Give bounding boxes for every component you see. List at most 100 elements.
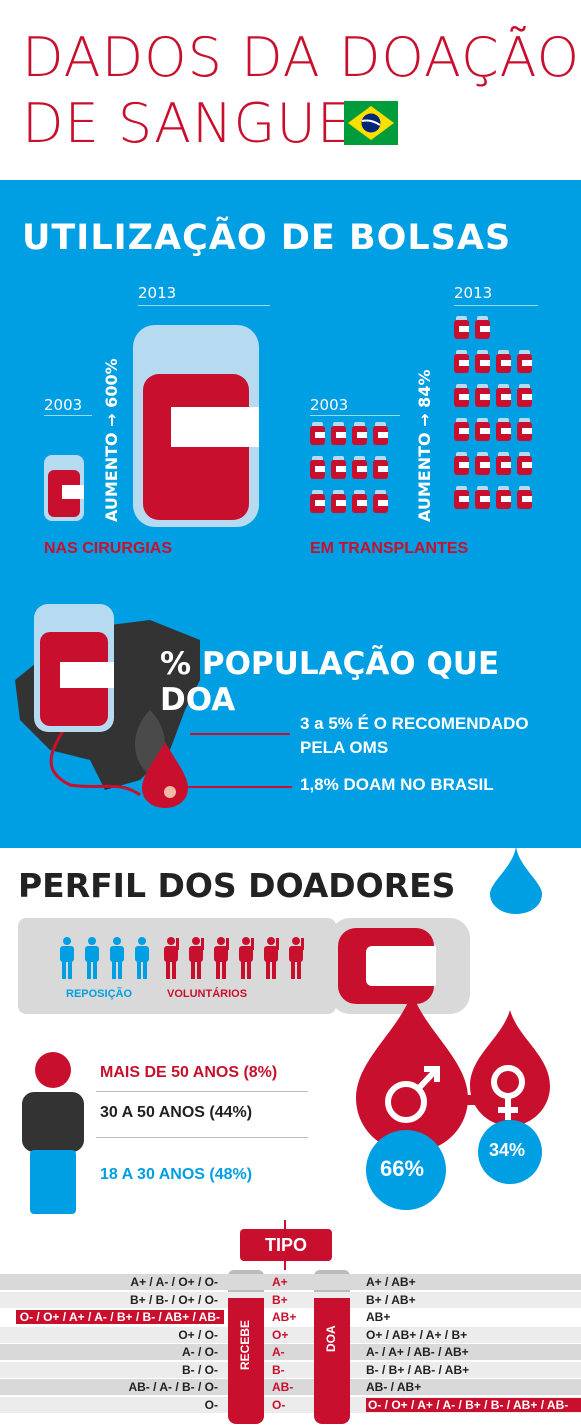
mini-blood-bag-icon [475, 320, 490, 339]
mini-blood-bag-icon [352, 460, 367, 479]
recommended-text: 3 a 5% É O RECOMENDADO PELA OMS [300, 712, 529, 760]
voluntarios-label: VOLUNTÁRIOS [167, 988, 248, 1000]
cirurgias-label: NAS CIRURGIAS [44, 540, 173, 557]
mini-bag-cap [333, 456, 344, 460]
tipo-cell: AB+ [272, 1310, 297, 1324]
tipo-row [0, 1379, 581, 1395]
transplantes-increase: AUMENTO → 84% [415, 369, 434, 522]
mini-bag-cap [312, 456, 323, 460]
gender-drops [356, 992, 550, 1210]
mini-bag-cap [375, 490, 386, 494]
mini-bag-cap [519, 452, 530, 456]
people-row [58, 936, 308, 980]
populacao-title: % POPULAÇÃO QUE DOA [160, 646, 500, 718]
mini-bag-cap [354, 490, 365, 494]
water-drop-icon [490, 846, 542, 914]
mini-blood-bag-icon [454, 456, 469, 475]
mini-blood-bag-icon [352, 426, 367, 445]
mini-blood-bag-icon [475, 490, 490, 509]
recebe-bag [228, 1298, 264, 1424]
recebe-cell: B+ / B- / O+ / O- [129, 1292, 218, 1307]
mini-bag-cap [498, 384, 509, 388]
tipo-cell: O- [272, 1397, 286, 1412]
bags-2013-group [454, 316, 544, 522]
mini-bag-cap [477, 486, 488, 490]
mini-blood-bag-icon [517, 456, 532, 475]
blood-bag-icon [34, 604, 114, 732]
small-blood-bag-icon [44, 455, 84, 521]
doa-cell: O- / O+ / A+ / A- / B+ / B- / AB+ / AB- [366, 1397, 581, 1412]
reposicao-person-icon [110, 937, 124, 979]
mini-blood-bag-icon [475, 422, 490, 441]
tipo-row [0, 1344, 581, 1360]
reposicao-person-icon [85, 937, 99, 979]
age-group-30-50: 30 A 50 ANOS (44%) [100, 1104, 253, 1121]
mini-blood-bag-icon [454, 490, 469, 509]
bolsas-title: UTILIZAÇÃO DE BOLSAS [22, 218, 512, 258]
recebe-label: RECEBE [238, 1319, 252, 1370]
mini-blood-bag-icon [310, 494, 325, 513]
tipo-cell: A- [272, 1345, 285, 1359]
male-drop-icon [356, 992, 468, 1152]
mini-blood-bag-icon [496, 354, 511, 373]
mini-blood-bag-icon [310, 460, 325, 479]
mini-blood-bag-icon [517, 354, 532, 373]
tipo-cell: O+ [272, 1327, 289, 1342]
voluntario-person-icon [264, 937, 279, 979]
doa-cell: A+ / AB+ [366, 1275, 416, 1289]
mini-bag-cap [477, 350, 488, 354]
brazil-flag-icon [344, 101, 398, 145]
doa-cell: O+ / AB+ / A+ / B+ [366, 1327, 468, 1342]
tipo-cell: B- [272, 1362, 285, 1377]
year-line [454, 305, 538, 306]
reposicao-label: REPOSIÇÃO [66, 988, 133, 1000]
mini-bag-cap [333, 422, 344, 426]
divider [96, 1137, 308, 1138]
brazil-donor-text: 1,8% DOAM NO BRASIL [300, 775, 494, 794]
mini-bag-cap [477, 418, 488, 422]
reposicao-person-icon [60, 937, 74, 979]
doa-cell: AB- / AB+ [366, 1380, 422, 1394]
mini-bag-cap [498, 418, 509, 422]
title-line2: DE SANGUE [22, 92, 352, 155]
tipo-cell: A+ [272, 1275, 288, 1289]
mini-bag-cap [477, 384, 488, 388]
cirurgias-year-before: 2003 [44, 396, 83, 414]
mini-blood-bag-icon [352, 494, 367, 513]
mini-blood-bag-icon [310, 426, 325, 445]
tipo-row [0, 1326, 581, 1343]
doa-cell: A- / A+ / AB- / AB+ [366, 1345, 469, 1359]
doa-cell: B+ / AB+ [366, 1292, 416, 1307]
mini-blood-bag-icon [373, 460, 388, 479]
mini-bag-cap [333, 490, 344, 494]
recebe-cell: O- [204, 1397, 218, 1412]
mini-blood-bag-icon [331, 460, 346, 479]
mini-bag-cap [498, 486, 509, 490]
transplantes-year-before: 2003 [310, 396, 349, 414]
doa-label: DOA [324, 1325, 338, 1352]
recebe-cell: O+ / O- [178, 1327, 218, 1342]
tipo-table: A+ / A- / O+ / O- A+ A+ / AB+ B+ / B- / O+ … [0, 1274, 581, 1424]
year-line [310, 415, 400, 416]
mini-blood-bag-icon [454, 422, 469, 441]
age-group-over50: MAIS DE 50 ANOS (8%) [100, 1064, 278, 1081]
voluntario-person-icon [289, 937, 304, 979]
tipo-cell: AB- [272, 1380, 294, 1394]
mini-bag-cap [477, 452, 488, 456]
mini-bag-cap [312, 422, 323, 426]
mini-blood-bag-icon [496, 388, 511, 407]
mini-blood-bag-icon [475, 354, 490, 373]
age-group-18-30: 18 A 30 ANOS (48%) [100, 1166, 253, 1183]
tipo-row [0, 1291, 581, 1308]
mini-blood-bag-icon [517, 388, 532, 407]
voluntario-person-icon [189, 937, 204, 979]
voluntario-person-icon [164, 937, 179, 979]
mini-bag-cap [456, 452, 467, 456]
doa-cell: B- / B+ / AB- / AB+ [366, 1362, 470, 1377]
large-blood-bag-icon [133, 325, 259, 527]
year-line [138, 305, 270, 306]
mini-blood-bag-icon [331, 426, 346, 445]
mini-bag-cap [456, 350, 467, 354]
mini-blood-bag-icon [496, 490, 511, 509]
female-pct: 34% [489, 1140, 526, 1160]
